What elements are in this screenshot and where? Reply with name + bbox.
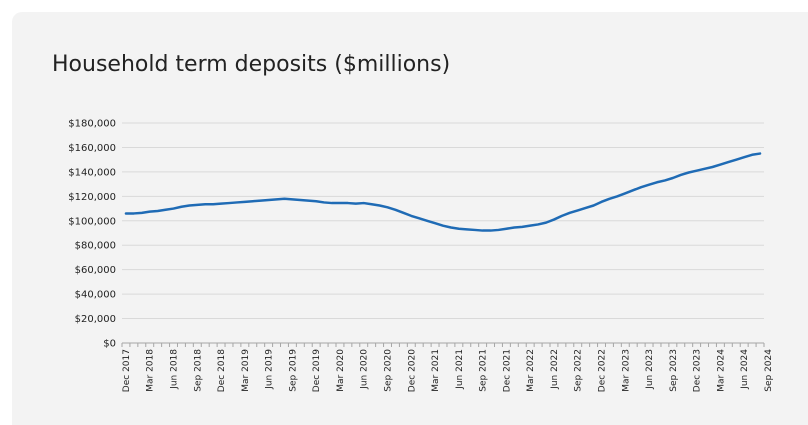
y-tick-label: $120,000 — [68, 192, 116, 203]
x-tick-label: Sep 2024 — [764, 349, 774, 392]
y-tick-label: $180,000 — [68, 119, 116, 130]
x-tick-label: Mar 2021 — [431, 349, 441, 392]
x-tick-label: Jun 2020 — [360, 349, 370, 390]
chart-title: Household term deposits ($millions) — [52, 52, 451, 77]
x-tick-label: Mar 2018 — [146, 349, 156, 392]
series-line — [124, 152, 762, 232]
y-tick-label: $0 — [103, 339, 116, 350]
x-tick-label: Mar 2023 — [621, 349, 631, 392]
x-tick-label: Sep 2021 — [479, 349, 489, 392]
x-tick-label: Sep 2019 — [288, 349, 298, 392]
x-tick-label: Dec 2019 — [312, 349, 322, 392]
x-axis — [121, 342, 765, 347]
y-tick-label: $140,000 — [68, 167, 116, 178]
x-tick-label: Sep 2022 — [574, 349, 584, 392]
x-tick-label: Jun 2024 — [740, 349, 750, 390]
series-group — [124, 152, 762, 232]
x-tick-label: Mar 2019 — [241, 349, 251, 392]
x-tick-label: Jun 2018 — [170, 349, 180, 390]
x-tick-label: Sep 2023 — [669, 349, 679, 392]
gridlines — [122, 122, 764, 320]
x-axis-ticks: Dec 2017 Mar 2018 Jun 2018 Sep 2018 Dec 2018… — [122, 349, 774, 392]
x-tick-label: Mar 2020 — [336, 349, 346, 392]
chart-card — [12, 12, 808, 425]
x-tick-label: Mar 2022 — [526, 349, 536, 392]
x-tick-label: Dec 2023 — [693, 349, 703, 392]
y-tick-label: $40,000 — [75, 290, 116, 301]
x-tick-label: Dec 2020 — [407, 349, 417, 392]
y-tick-label: $80,000 — [75, 241, 116, 252]
x-tick-label: Jun 2023 — [645, 349, 655, 390]
y-tick-label: $60,000 — [75, 265, 116, 276]
x-tick-label: Dec 2022 — [598, 349, 608, 392]
y-tick-label: $20,000 — [75, 314, 116, 325]
x-tick-label: Dec 2017 — [122, 349, 132, 392]
x-tick-label: Jun 2022 — [550, 349, 560, 390]
y-tick-label: $160,000 — [68, 143, 116, 154]
x-tick-label: Dec 2018 — [217, 349, 227, 392]
x-tick-label: Sep 2020 — [384, 349, 394, 392]
y-tick-label: $100,000 — [68, 216, 116, 227]
x-tick-label: Mar 2024 — [716, 349, 726, 392]
x-tick-label: Sep 2018 — [193, 349, 203, 392]
x-tick-label: Dec 2021 — [502, 349, 512, 392]
x-tick-label: Jun 2021 — [455, 349, 465, 390]
x-tick-label: Jun 2019 — [265, 349, 275, 390]
y-axis-ticks: $0 $20,000 $40,000 $60,000 $80,000 $100,000 $1… — [68, 119, 116, 350]
